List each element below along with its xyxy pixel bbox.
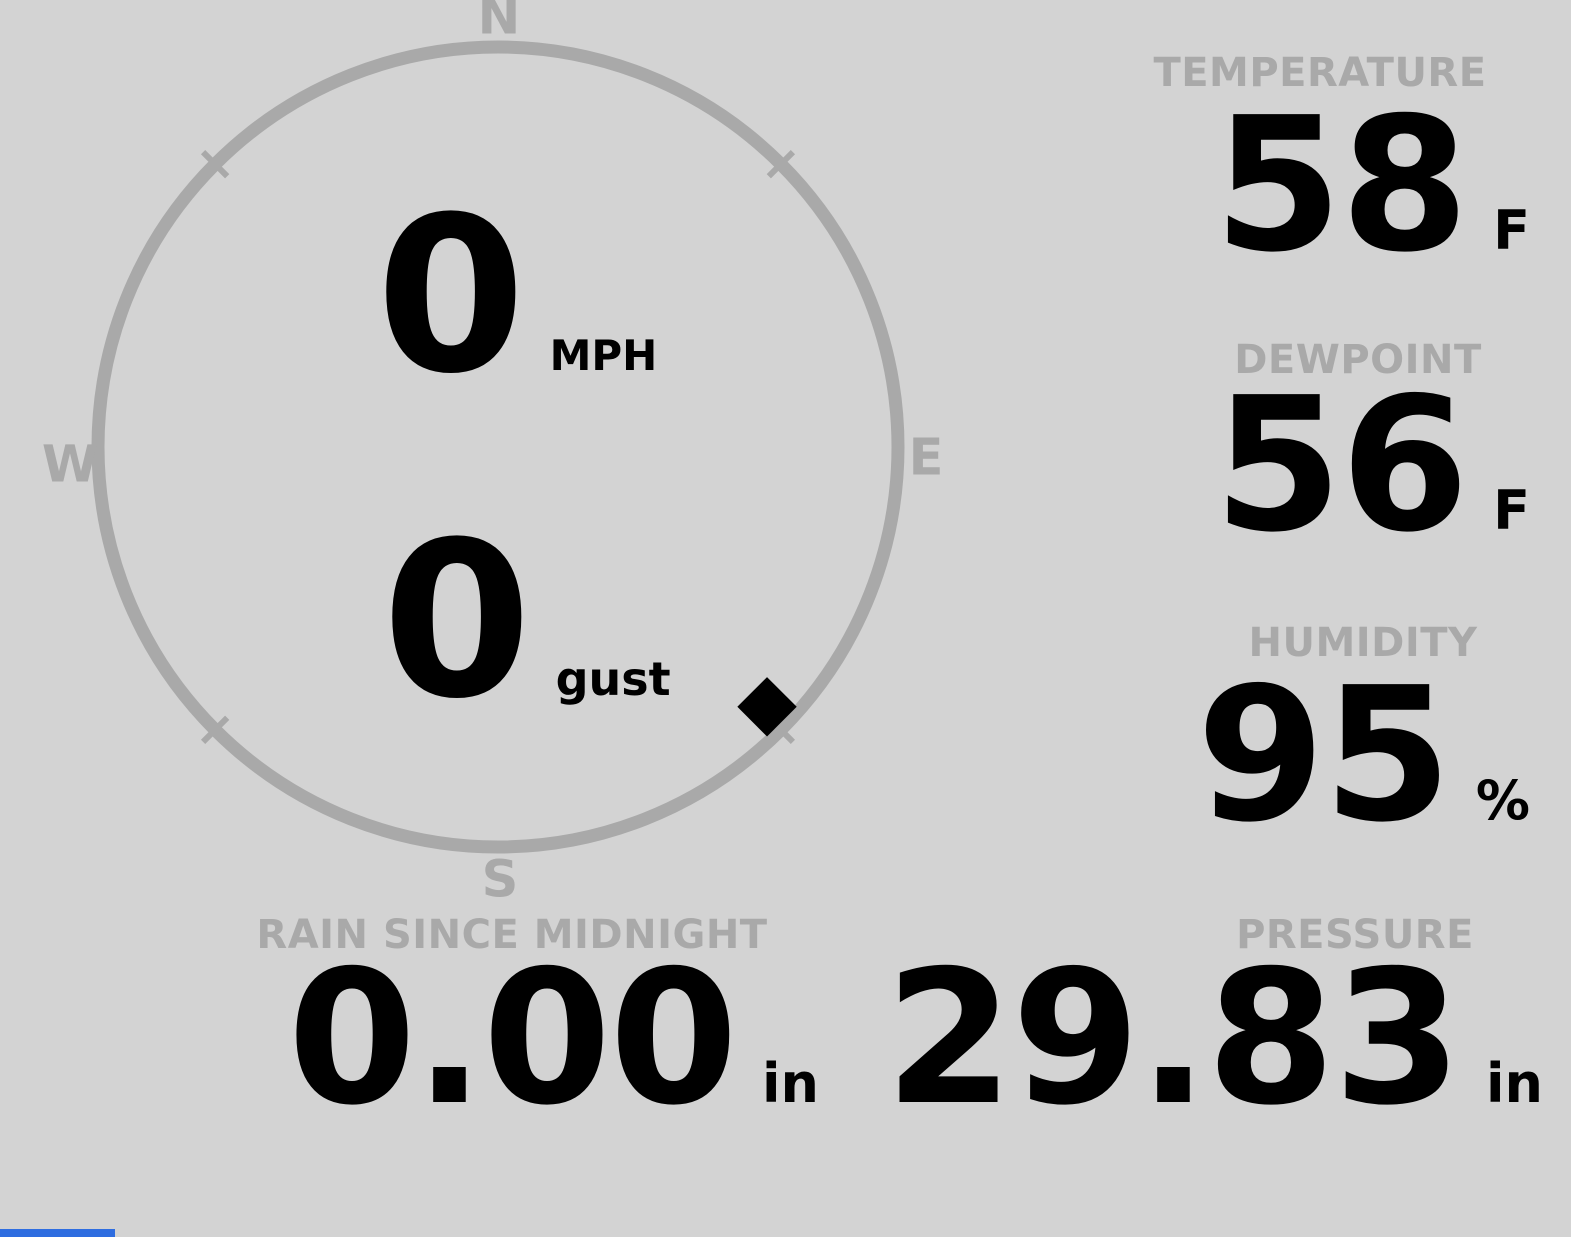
rain-label: RAIN SINCE MIDNIGHT	[256, 912, 768, 958]
pressure-unit: in	[1486, 1052, 1543, 1115]
dewpoint-unit: F	[1493, 479, 1530, 542]
wind-speed-value: 0	[376, 170, 526, 421]
wind-gust-value: 0	[382, 495, 532, 746]
pressure-readout: 29.83 in	[885, 946, 1543, 1131]
pressure-value: 29.83	[884, 930, 1462, 1146]
tick-ne	[766, 149, 796, 179]
wind-compass-dial	[91, 40, 905, 854]
bottom-accent-bar	[0, 1229, 115, 1237]
compass-circle	[91, 40, 905, 854]
tick-nw	[200, 149, 230, 179]
humidity-unit: %	[1475, 769, 1530, 832]
temperature-readout: 58 F	[1214, 93, 1530, 278]
dewpoint-label: DEWPOINT	[1234, 337, 1482, 383]
compass-label-south: S	[481, 850, 519, 910]
wind-gust-readout: 0 gust	[382, 513, 671, 728]
temperature-value: 58	[1213, 77, 1469, 293]
humidity-readout: 95 %	[1196, 663, 1530, 848]
compass-label-north: N	[477, 0, 521, 47]
wind-gust-unit: gust	[555, 652, 671, 706]
pressure-label: PRESSURE	[1236, 912, 1474, 958]
temperature-unit: F	[1493, 199, 1530, 262]
wind-speed-readout: 0 MPH	[376, 188, 657, 403]
humidity-value: 95	[1196, 647, 1451, 863]
temperature-label: TEMPERATURE	[1153, 50, 1487, 96]
tick-sw	[200, 715, 230, 745]
compass-label-east: E	[908, 428, 944, 488]
dewpoint-readout: 56 F	[1214, 373, 1530, 558]
rain-readout: 0.00 in	[288, 946, 819, 1131]
dewpoint-value: 56	[1213, 357, 1469, 573]
rain-unit: in	[762, 1052, 819, 1115]
humidity-label: HUMIDITY	[1248, 620, 1478, 666]
rain-value: 0.00	[287, 930, 738, 1146]
wind-speed-unit: MPH	[549, 331, 658, 380]
compass-label-west: W	[41, 435, 99, 495]
